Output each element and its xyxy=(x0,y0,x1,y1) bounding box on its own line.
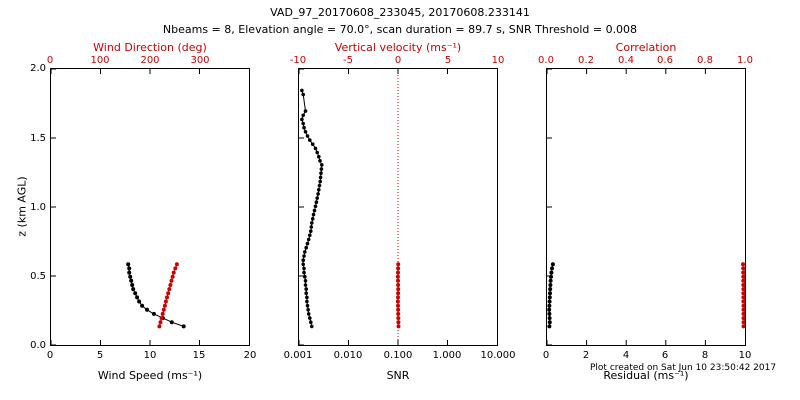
panel2-top-tick-1: -5 xyxy=(343,55,353,66)
y-tick-3: 1.5 xyxy=(30,133,46,144)
panel1-top-tick-1: 100 xyxy=(90,55,110,66)
panel3-bottom-tick-0: 0 xyxy=(542,350,550,361)
panel3-data-svg xyxy=(547,69,745,345)
panel3-bottom-tick-3: 6 xyxy=(661,350,669,361)
panel1-tick-marks xyxy=(51,69,200,345)
panel3-top-axis-label: Correlation xyxy=(615,41,677,54)
panel2-bottom-tick-0: 0.001 xyxy=(283,350,313,361)
panel2-top-tick-2: 0 xyxy=(394,55,402,66)
panel3-tick-marks xyxy=(547,69,706,345)
snr-markers xyxy=(300,88,324,329)
panel2-top-tick-0: -10 xyxy=(289,55,307,66)
panel1-bottom-axis-label: Wind Speed (ms⁻¹) xyxy=(97,369,203,382)
residual-line xyxy=(548,264,554,327)
y-tick-0: 0.0 xyxy=(30,340,46,351)
panel1-bottom-tick-3: 15 xyxy=(192,350,206,361)
wind-direction-markers xyxy=(157,262,179,329)
wind-speed-markers xyxy=(126,262,186,329)
panel2-plot-area xyxy=(298,68,498,346)
panel3-bottom-tick-4: 8 xyxy=(701,350,709,361)
panel2-top-axis-label: Vertical velocity (ms⁻¹) xyxy=(334,41,462,54)
panel2-top-tick-3: 5 xyxy=(444,55,452,66)
panel3-top-tick-4: 0.8 xyxy=(697,55,713,66)
panel1-bottom-tick-0: 0 xyxy=(46,350,54,361)
panel1-top-tick-2: 200 xyxy=(140,55,160,66)
vertical-velocity-markers xyxy=(395,262,401,329)
panel3-bottom-axis-label: Residual (ms⁻¹) xyxy=(603,369,689,382)
panel3-plot-area xyxy=(546,68,746,346)
panel2-top-tick-4: 10 xyxy=(491,55,505,66)
panel2-bottom-tick-3: 1.000 xyxy=(432,350,462,361)
y-tick-2: 1.0 xyxy=(30,202,46,213)
panel3-bottom-tick-5: 10 xyxy=(738,350,752,361)
panel3-top-tick-2: 0.4 xyxy=(618,55,634,66)
panel1-bottom-tick-2: 10 xyxy=(143,350,157,361)
panel3-top-tick-0: 0.0 xyxy=(538,55,554,66)
correlation-markers xyxy=(741,262,745,329)
panel3-bottom-tick-1: 2 xyxy=(582,350,590,361)
y-axis-label: z (km AGL) xyxy=(15,176,29,237)
panel2-bottom-tick-2: 0.100 xyxy=(383,350,413,361)
figure-title: VAD_97_20170608_233045, 20170608.233141 xyxy=(270,6,530,19)
panel1-plot-area xyxy=(50,68,250,346)
panel3-bottom-tick-2: 4 xyxy=(622,350,630,361)
panel2-tick-marks xyxy=(299,69,448,345)
y-tick-1: 0.5 xyxy=(30,271,46,282)
panel1-data-svg xyxy=(51,69,200,345)
panel2-data-svg xyxy=(299,69,448,345)
panel3-top-tick-3: 0.6 xyxy=(657,55,673,66)
panel3-top-tick-5: 1.0 xyxy=(737,55,753,66)
plot-credit: Plot created on Sat Jun 10 23:50:42 2017 xyxy=(590,363,777,373)
panel2-bottom-tick-1: 0.010 xyxy=(333,350,363,361)
snr-line xyxy=(301,90,323,327)
panel1-bottom-tick-4: 20 xyxy=(243,350,257,361)
panel2-bottom-axis-label: SNR xyxy=(386,369,410,382)
figure-subtitle: Nbeams = 8, Elevation angle = 70.0°, sca… xyxy=(162,23,638,36)
panel3-top-tick-1: 0.2 xyxy=(578,55,594,66)
vertical-velocity-line xyxy=(397,264,399,327)
correlation-line xyxy=(743,264,745,327)
panel1-top-tick-3: 300 xyxy=(190,55,210,66)
wind-speed-line xyxy=(127,264,184,327)
panel2-bottom-tick-4: 10.000 xyxy=(480,350,516,361)
panel1-top-axis-label: Wind Direction (deg) xyxy=(93,41,207,54)
y-tick-4: 2.0 xyxy=(30,63,46,74)
wind-direction-line xyxy=(158,264,178,327)
residual-markers xyxy=(547,262,555,329)
panel1-bottom-tick-1: 5 xyxy=(96,350,104,361)
panel1-top-tick-0: 0 xyxy=(46,55,54,66)
